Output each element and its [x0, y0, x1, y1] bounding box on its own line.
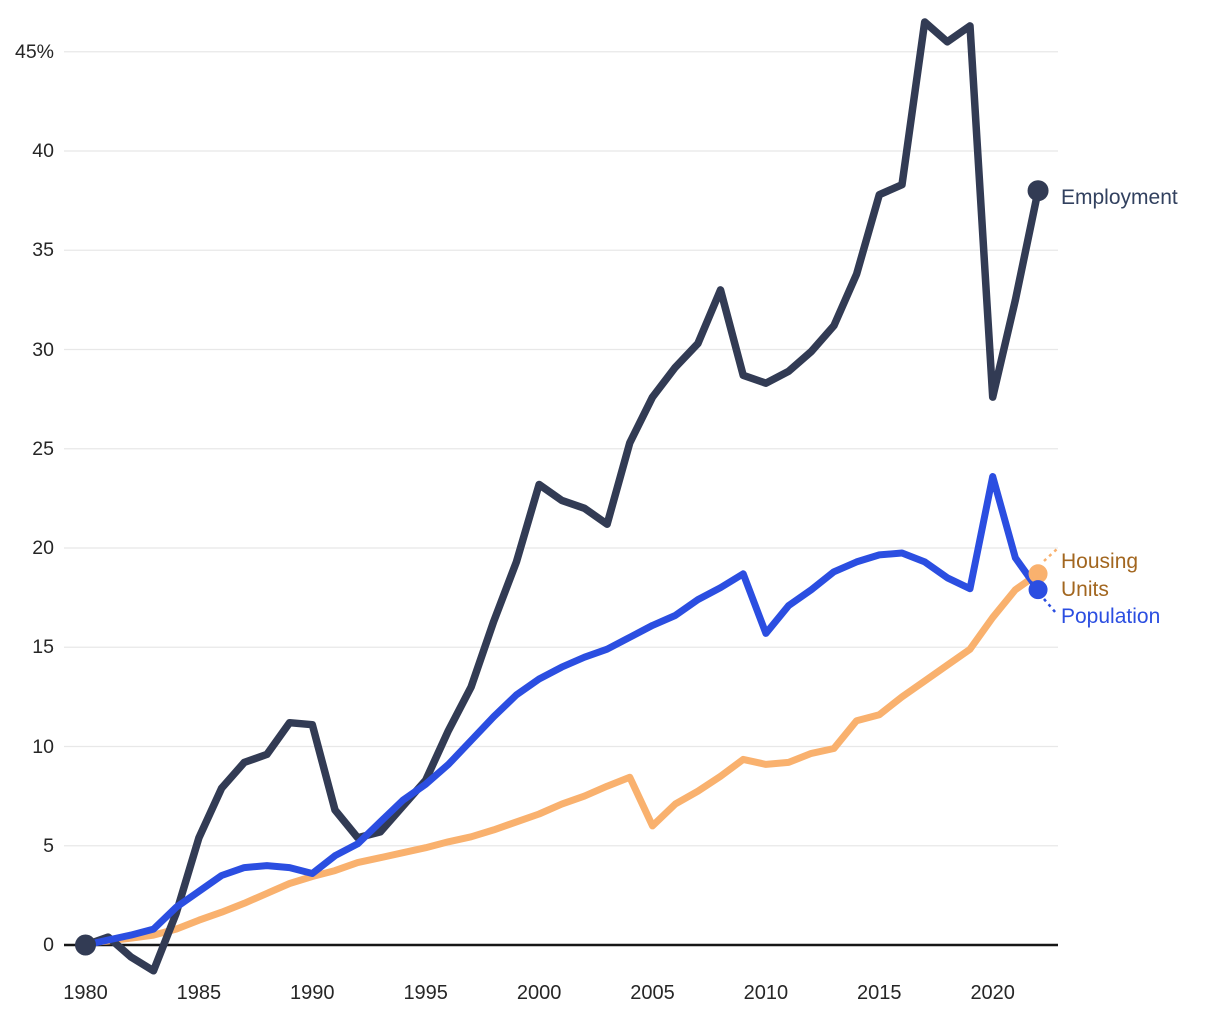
housing-units-leader-line — [1043, 548, 1058, 562]
y-tick-label-45%: 45% — [14, 40, 54, 63]
series-label-housing-units: Housing Units — [1061, 550, 1139, 601]
series-label-employment: Employment — [1061, 186, 1178, 209]
x-tick-label-2010: 2010 — [743, 982, 789, 1004]
population-leader-line — [1043, 598, 1057, 614]
x-tick-label-1995: 1995 — [403, 982, 448, 1004]
x-tick-label-1980: 1980 — [63, 982, 108, 1004]
y-tick-label-0: 0 — [43, 934, 54, 956]
x-tick-label-2020: 2020 — [970, 982, 1015, 1004]
series-line-housing-units — [82, 570, 1042, 947]
population-end-dot — [1028, 580, 1048, 600]
y-tick-label-10: 10 — [32, 735, 54, 758]
y-tick-label-5: 5 — [43, 834, 54, 857]
series-line-population — [82, 473, 1042, 949]
y-tick-label-35: 35 — [32, 239, 54, 262]
employment-start-dot — [75, 934, 96, 956]
y-tick-label-25: 25 — [32, 437, 54, 460]
y-tick-label-15: 15 — [32, 636, 54, 659]
x-tick-label-2005: 2005 — [630, 982, 675, 1004]
y-tick-label-30: 30 — [32, 338, 54, 361]
x-tick-label-1990: 1990 — [290, 982, 335, 1004]
series-label-population: Population — [1061, 605, 1161, 628]
employment-end-dot — [1027, 180, 1049, 202]
housing-units-end-dot — [1028, 564, 1048, 584]
y-tick-label-20: 20 — [32, 537, 54, 559]
y-tick-label-40: 40 — [32, 140, 54, 162]
x-tick-label-2015: 2015 — [857, 982, 902, 1004]
x-tick-label-2000: 2000 — [516, 982, 562, 1004]
series-line-employment — [81, 18, 1042, 975]
x-tick-label-1985: 1985 — [176, 982, 222, 1004]
